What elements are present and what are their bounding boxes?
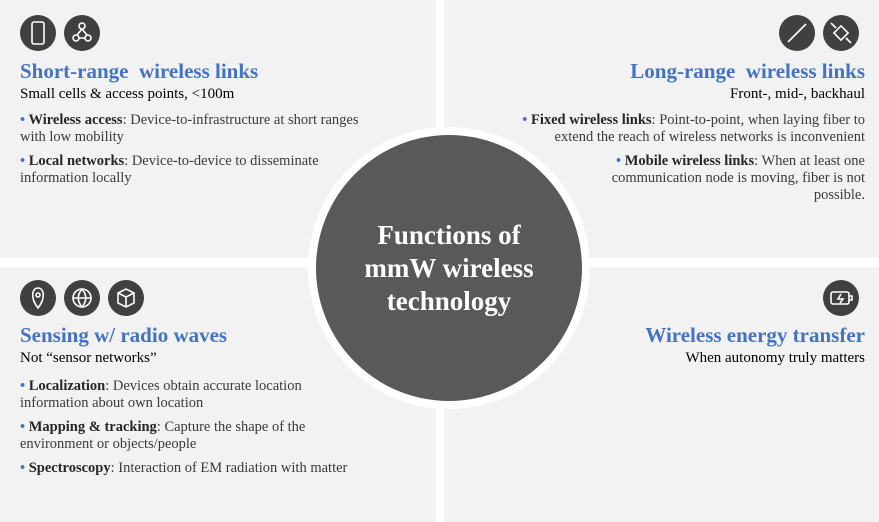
quadrant-subtitle: Front-, mid-, backhaul [730,86,865,102]
bullet-text: : Capture the shape of the environment o… [20,419,306,452]
center-title: Functions of mmW wireless technology [364,219,534,316]
bullet: • Local networks: Device-to-device to di… [20,153,360,187]
quadrant-title: Short-range wireless links [20,59,259,83]
quadrant-subtitle: Not “sensor networks” [20,350,157,366]
quadrant-subtitle: When autonomy truly matters [685,350,865,366]
quadrant-title: Sensing w/ radio waves [20,323,228,347]
bullet-dot: • [20,112,29,128]
bullet-list: • Localization: Devices obtain accurate … [20,378,365,484]
bullet-list: • Wireless access: Device-to-infrastruct… [20,112,360,194]
bullet-text: : Device-to-infrastructure at short rang… [20,112,359,145]
bullet-term: Spectroscopy [28,460,111,476]
bullet-text: : Device-to-device to disseminate inform… [20,153,319,186]
bullet-dot: • [615,153,625,169]
bullet-dot: • [20,378,29,394]
bullet-dot: • [20,153,29,169]
bullet: • Spectroscopy: Interaction of EM radiat… [20,460,365,477]
bullet-term: Fixed wireless links [530,112,652,128]
bullet-text: : Interaction of EM radiation with matte… [110,460,348,476]
bullet-term: Wireless access [28,112,123,128]
bullet-text: : Devices obtain accurate location infor… [20,378,302,411]
bullet-text: : Point-to-point, when laying fiber to e… [554,112,865,145]
bullet-list: • Fixed wireless links: Point-to-point, … [520,112,865,211]
bullet: • Mobile wireless links: When at least o… [600,153,865,204]
bullet-dot: • [20,419,29,435]
bullet: • Fixed wireless links: Point-to-point, … [520,112,865,146]
bullet-dot: • [20,460,29,476]
bullet: • Localization: Devices obtain accurate … [20,378,365,412]
bullet-term: Local networks [28,153,125,169]
quadrant-title: Long-range wireless links [630,59,865,83]
bullet-term: Localization [28,378,106,394]
bullet-term: Mapping & tracking [28,419,157,435]
quadrant-title: Wireless energy transfer [645,323,865,347]
center-circle: Functions of mmW wireless technology [308,127,590,409]
bullet-dot: • [522,112,531,128]
bullet: • Wireless access: Device-to-infrastruct… [20,112,360,146]
bullet-text: : When at least one communication node i… [611,153,865,203]
bullet-term: Mobile wireless links [624,153,755,169]
bullet: • Mapping & tracking: Capture the shape … [20,419,365,453]
quadrant-subtitle: Small cells & access points, <100m [20,86,235,102]
